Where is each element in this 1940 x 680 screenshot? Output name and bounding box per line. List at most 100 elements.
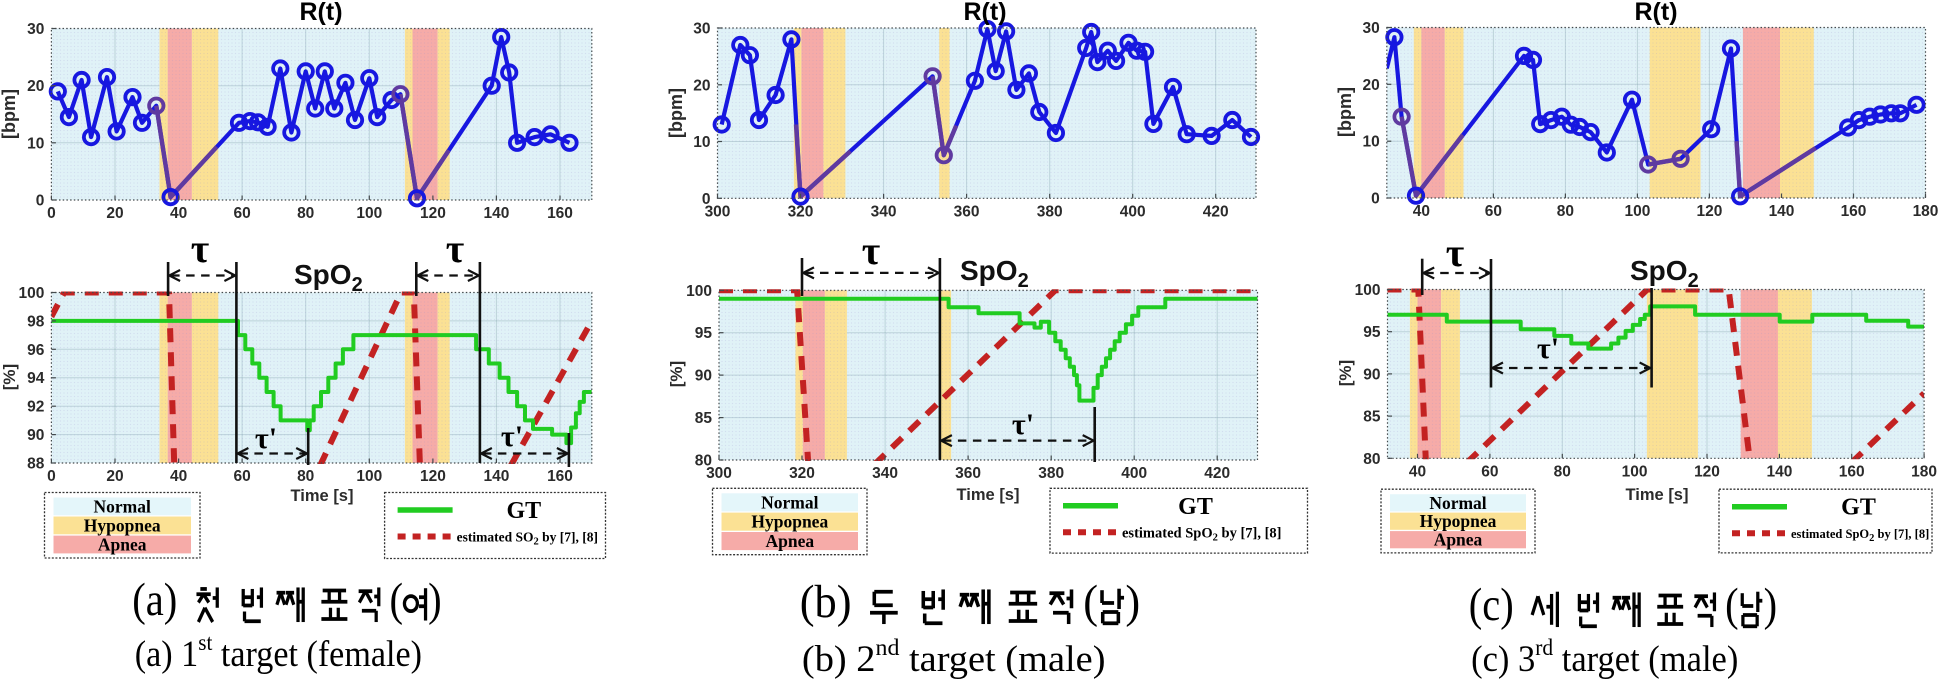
svg-text:30: 30 xyxy=(1363,20,1380,37)
svg-text:SpO2: SpO2 xyxy=(1630,255,1699,292)
svg-text:300: 300 xyxy=(706,465,732,482)
svg-text:120: 120 xyxy=(420,205,446,222)
svg-text:80: 80 xyxy=(1363,451,1380,468)
svg-text:100: 100 xyxy=(356,205,382,222)
svg-text:Time [s]: Time [s] xyxy=(291,487,354,505)
svg-text:30: 30 xyxy=(693,21,710,38)
svg-text:): ) xyxy=(1125,575,1140,627)
svg-text:(: ( xyxy=(1725,579,1738,630)
svg-text:τ': τ' xyxy=(501,420,523,453)
svg-text:100: 100 xyxy=(356,468,382,485)
svg-text:τ': τ' xyxy=(255,422,277,455)
svg-text:SpO2: SpO2 xyxy=(294,259,363,296)
svg-text:[%]: [%] xyxy=(0,364,19,390)
svg-text:[bpm]: [bpm] xyxy=(0,89,19,139)
svg-text:Normal: Normal xyxy=(761,492,818,512)
svg-text:85: 85 xyxy=(695,410,713,427)
svg-text:Time [s]: Time [s] xyxy=(1626,486,1689,504)
svg-text:20: 20 xyxy=(27,78,44,95)
svg-text:160: 160 xyxy=(1839,463,1865,480)
svg-text:380: 380 xyxy=(1038,465,1064,482)
svg-text:60: 60 xyxy=(1485,203,1502,220)
svg-text:340: 340 xyxy=(871,203,897,220)
svg-text:95: 95 xyxy=(1363,324,1381,341)
svg-text:180: 180 xyxy=(1911,463,1937,480)
svg-text:(: ( xyxy=(390,573,404,625)
svg-text:90: 90 xyxy=(1363,366,1380,383)
svg-text:140: 140 xyxy=(1766,463,1792,480)
svg-text:(: ( xyxy=(1083,575,1098,627)
svg-text:420: 420 xyxy=(1203,203,1229,220)
svg-text:140: 140 xyxy=(1769,203,1795,220)
svg-text:(a): (a) xyxy=(132,573,177,625)
svg-text:94: 94 xyxy=(27,370,45,387)
svg-text:0: 0 xyxy=(47,468,56,485)
svg-text:40: 40 xyxy=(170,468,187,485)
svg-text:120: 120 xyxy=(1694,463,1720,480)
svg-text:100: 100 xyxy=(19,285,45,302)
svg-text:τ: τ xyxy=(1446,230,1464,275)
svg-text:90: 90 xyxy=(695,368,712,385)
svg-text:τ: τ xyxy=(862,228,880,273)
svg-text:R(t): R(t) xyxy=(963,0,1006,26)
svg-text:(c) 3rd target (male): (c) 3rd target (male) xyxy=(1471,634,1738,679)
svg-text:τ': τ' xyxy=(1537,332,1559,365)
svg-text:Normal: Normal xyxy=(94,496,151,516)
svg-text:100: 100 xyxy=(686,283,712,300)
svg-text:Normal: Normal xyxy=(1429,493,1486,513)
svg-text:estimated SpO2 by [7], [8]: estimated SpO2 by [7], [8] xyxy=(1122,525,1282,543)
svg-text:[%]: [%] xyxy=(1336,360,1355,386)
svg-text:R(t): R(t) xyxy=(1634,0,1677,26)
svg-text:Hypopnea: Hypopnea xyxy=(1420,511,1497,531)
svg-text:95: 95 xyxy=(695,325,713,342)
svg-text:340: 340 xyxy=(872,465,898,482)
svg-text:60: 60 xyxy=(1481,463,1498,480)
svg-text:τ: τ xyxy=(446,226,464,271)
svg-text:98: 98 xyxy=(27,313,45,330)
svg-text:400: 400 xyxy=(1120,203,1146,220)
svg-text:(b): (b) xyxy=(800,575,852,627)
svg-text:360: 360 xyxy=(954,203,980,220)
svg-text:(c): (c) xyxy=(1469,579,1514,630)
svg-text:Hypopnea: Hypopnea xyxy=(751,512,828,532)
svg-text:300: 300 xyxy=(705,203,731,220)
svg-text:Apnea: Apnea xyxy=(98,535,147,555)
svg-text:Apnea: Apnea xyxy=(765,531,814,551)
svg-text:10: 10 xyxy=(27,135,44,152)
svg-text:10: 10 xyxy=(1363,134,1380,151)
svg-text:140: 140 xyxy=(483,468,509,485)
svg-text:180: 180 xyxy=(1913,203,1939,220)
svg-text:40: 40 xyxy=(170,205,187,222)
svg-text:88: 88 xyxy=(27,456,45,473)
svg-text:160: 160 xyxy=(1841,203,1867,220)
svg-text:0: 0 xyxy=(36,193,45,210)
svg-text:GT: GT xyxy=(506,498,541,524)
svg-text:(b) 2nd target (male): (b) 2nd target (male) xyxy=(802,635,1106,679)
svg-text:40: 40 xyxy=(1413,203,1430,220)
svg-text:τ: τ xyxy=(191,226,209,271)
svg-text:80: 80 xyxy=(297,205,314,222)
svg-text:SpO2: SpO2 xyxy=(960,255,1029,292)
svg-text:80: 80 xyxy=(297,468,314,485)
svg-text:85: 85 xyxy=(1363,409,1381,426)
svg-text:GT: GT xyxy=(1841,495,1876,521)
svg-text:380: 380 xyxy=(1037,203,1063,220)
svg-text:420: 420 xyxy=(1204,465,1230,482)
svg-text:[bpm]: [bpm] xyxy=(666,88,686,138)
svg-text:320: 320 xyxy=(788,203,814,220)
svg-text:estimated SpO2 by [7], [8]: estimated SpO2 by [7], [8] xyxy=(1791,527,1929,544)
svg-text:90: 90 xyxy=(27,427,44,444)
svg-text:80: 80 xyxy=(1554,463,1571,480)
svg-text:320: 320 xyxy=(789,465,815,482)
svg-text:100: 100 xyxy=(1355,282,1381,299)
svg-text:0: 0 xyxy=(702,191,711,208)
svg-text:80: 80 xyxy=(1557,203,1574,220)
svg-text:60: 60 xyxy=(233,205,250,222)
svg-text:30: 30 xyxy=(27,21,44,38)
svg-text:20: 20 xyxy=(106,468,123,485)
svg-text:100: 100 xyxy=(1622,463,1648,480)
svg-text:): ) xyxy=(428,573,442,625)
svg-text:0: 0 xyxy=(1371,191,1380,208)
svg-text:[bpm]: [bpm] xyxy=(1335,87,1355,137)
svg-text:0: 0 xyxy=(47,205,56,222)
